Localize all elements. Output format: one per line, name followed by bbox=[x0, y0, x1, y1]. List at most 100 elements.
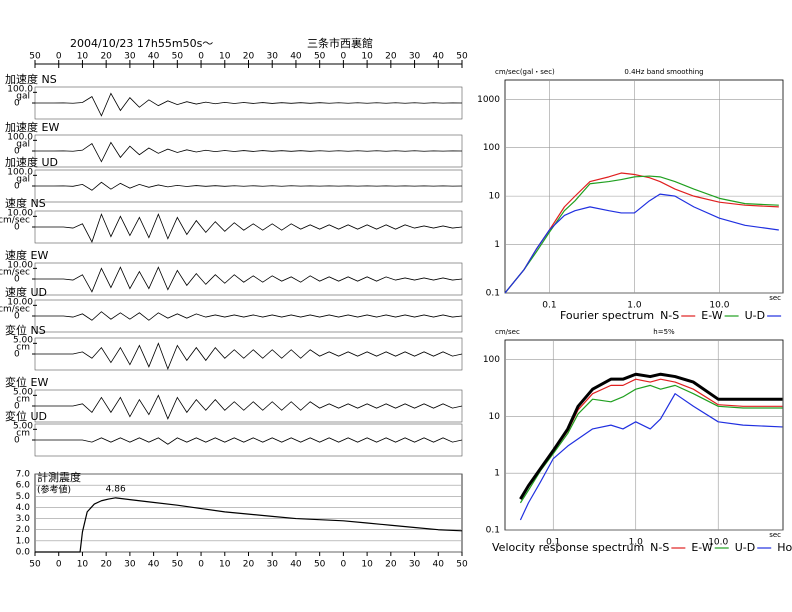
x-tick-label: 50 bbox=[172, 560, 184, 570]
x-tick-label: 0 bbox=[198, 560, 204, 570]
y-tick-label: 0 bbox=[14, 275, 20, 285]
y-tick-label: 0 bbox=[14, 350, 20, 360]
x-tick-label: 40 bbox=[433, 52, 445, 62]
y-tick-label: 2.0 bbox=[16, 525, 31, 535]
x-tick-label: 50 bbox=[314, 560, 326, 570]
x-tick-label: 0 bbox=[341, 52, 347, 62]
x-tick-label: 40 bbox=[290, 52, 302, 62]
x-tick-label: 20 bbox=[243, 560, 255, 570]
x-tick-label: 1.0 bbox=[629, 538, 644, 548]
series-line bbox=[519, 393, 783, 521]
y-tick-label: 3.0 bbox=[16, 514, 31, 524]
x-tick-label: 0.1 bbox=[546, 538, 560, 548]
y-tick-label: 0.1 bbox=[486, 526, 500, 536]
waveform-line bbox=[35, 181, 463, 191]
unit-label: gal bbox=[16, 175, 30, 185]
x-tick-label: 0 bbox=[56, 52, 62, 62]
unit-label: cm/sec bbox=[0, 216, 30, 226]
y-tick-label: 100 bbox=[483, 355, 500, 365]
legend-label: Horizon bbox=[777, 541, 792, 554]
x-tick-label: 40 bbox=[433, 560, 445, 570]
y-tick-label: 0 bbox=[14, 147, 20, 157]
y-tick-label: 1000 bbox=[477, 95, 500, 105]
panel-name: 変位 EW bbox=[5, 375, 48, 389]
unit-label: cm bbox=[16, 343, 30, 353]
legend-label: U-D bbox=[745, 309, 766, 322]
x-tick-label: 10 bbox=[77, 52, 89, 62]
subtitle: (参考値) bbox=[37, 484, 71, 496]
series-line bbox=[519, 372, 783, 500]
waveform-line bbox=[35, 141, 463, 163]
y-axis-label: cm/sec(gal・sec) bbox=[495, 68, 555, 76]
x-tick-label: 50 bbox=[29, 52, 41, 62]
y-axis-label: cm/sec bbox=[495, 328, 520, 336]
y-tick-label: 0 bbox=[14, 223, 20, 233]
scale-label: 10.00 bbox=[7, 209, 33, 219]
annotation: 0.4Hz band smoothing bbox=[624, 68, 703, 76]
panel-name: 加速度 UD bbox=[5, 155, 58, 169]
title: 2004/10/23 17h55m50s〜 bbox=[70, 37, 213, 50]
waveform-line bbox=[35, 394, 463, 420]
waveform-line bbox=[35, 266, 463, 293]
series-line bbox=[519, 384, 783, 504]
x-tick-label: 20 bbox=[100, 560, 112, 570]
x-tick-label: 0 bbox=[56, 560, 62, 570]
x-tick-label: 50 bbox=[29, 560, 41, 570]
x-tick-label: 50 bbox=[456, 52, 468, 62]
unit-label: gal bbox=[16, 92, 30, 102]
y-tick-label: 0 bbox=[14, 99, 20, 109]
x-tick-label: 10 bbox=[361, 560, 373, 570]
x-tick-label: 30 bbox=[266, 52, 278, 62]
panel-name: 速度 UD bbox=[5, 285, 47, 299]
x-axis-label: sec bbox=[769, 294, 781, 302]
y-tick-label: 0.0 bbox=[16, 548, 31, 558]
x-tick-label: 10 bbox=[77, 560, 89, 570]
panel-name: 速度 EW bbox=[5, 248, 48, 262]
x-tick-label: 50 bbox=[314, 52, 326, 62]
y-tick-label: 0 bbox=[14, 182, 20, 192]
waveform-line bbox=[35, 437, 463, 445]
series-line bbox=[504, 193, 779, 294]
x-tick-label: 10 bbox=[219, 560, 231, 570]
x-tick-label: 50 bbox=[456, 560, 468, 570]
scale-label: 10.00 bbox=[7, 298, 33, 308]
x-tick-label: 20 bbox=[243, 52, 255, 62]
y-tick-label: 1 bbox=[494, 240, 500, 250]
legend-title: Fourier spectrum bbox=[560, 309, 654, 322]
y-tick-label: 5.0 bbox=[16, 492, 31, 502]
y-tick-label: 10 bbox=[489, 192, 501, 202]
title: 計測震度 bbox=[37, 470, 81, 484]
x-tick-label: 0.1 bbox=[542, 301, 556, 311]
legend-label: N-S bbox=[650, 541, 669, 554]
scale-label: 100.0 bbox=[7, 85, 33, 95]
annotation: 4.86 bbox=[106, 484, 126, 494]
panel-name: 加速度 NS bbox=[5, 72, 57, 86]
x-tick-label: 50 bbox=[172, 52, 184, 62]
waveform-line bbox=[35, 213, 463, 243]
y-tick-label: 0.1 bbox=[486, 289, 500, 299]
x-tick-label: 40 bbox=[148, 52, 160, 62]
legend-label: N-S bbox=[660, 309, 679, 322]
x-tick-label: 40 bbox=[148, 560, 160, 570]
x-tick-label: 10.0 bbox=[708, 538, 728, 548]
unit-label: cm bbox=[16, 429, 30, 439]
x-axis-label: sec bbox=[769, 531, 781, 539]
unit-label: gal bbox=[16, 140, 30, 150]
x-tick-label: 10.0 bbox=[709, 301, 729, 311]
x-tick-label: 30 bbox=[409, 52, 421, 62]
y-tick-label: 10 bbox=[489, 412, 501, 422]
subtitle: 三条市西裏館 bbox=[307, 36, 373, 50]
y-tick-label: 4.0 bbox=[16, 503, 31, 513]
waveform-line bbox=[35, 311, 463, 321]
scale-label: 5.00 bbox=[13, 422, 33, 432]
scale-label: 100.0 bbox=[7, 133, 33, 143]
waveform-line bbox=[35, 92, 463, 117]
annotation: h=5% bbox=[653, 328, 675, 336]
y-tick-label: 7.0 bbox=[16, 470, 31, 480]
x-tick-label: 20 bbox=[385, 560, 397, 570]
panel-name: 加速度 EW bbox=[5, 120, 59, 134]
y-tick-label: 6.0 bbox=[16, 481, 31, 491]
y-tick-label: 1 bbox=[494, 469, 500, 479]
